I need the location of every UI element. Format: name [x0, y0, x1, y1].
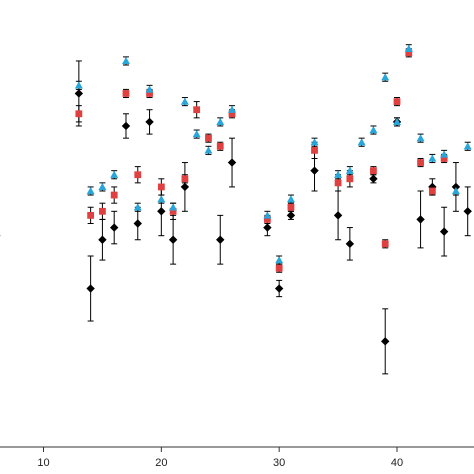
data-point-square — [275, 264, 283, 272]
data-point-triangle — [192, 130, 201, 138]
data-point-square — [228, 110, 236, 118]
data-point-diamond — [74, 89, 84, 98]
data-point-square — [205, 134, 212, 142]
data-point-diamond — [333, 211, 343, 220]
data-point-square — [393, 98, 401, 105]
data-point-diamond — [381, 337, 390, 346]
data-point-triangle — [334, 170, 343, 178]
data-point-diamond — [133, 219, 142, 228]
x-tick-label: 40 — [391, 457, 403, 469]
data-point-triangle — [275, 256, 284, 264]
data-point-square — [99, 207, 106, 215]
data-point-triangle — [381, 73, 390, 81]
data-point-square — [110, 191, 118, 199]
data-point-triangle — [440, 150, 449, 158]
data-point-square — [134, 171, 142, 179]
data-point-diamond — [310, 166, 319, 175]
data-point-triangle — [345, 166, 354, 174]
data-point-triangle — [357, 138, 366, 146]
data-point-square — [311, 146, 318, 154]
data-point-triangle — [404, 44, 413, 52]
data-point-triangle — [369, 126, 378, 134]
data-point-triangle — [428, 154, 437, 162]
data-point-square — [216, 142, 224, 150]
data-point-square — [193, 106, 201, 114]
data-point-triangle — [393, 117, 401, 126]
data-point-triangle — [451, 186, 460, 195]
data-point-square — [440, 155, 448, 162]
data-point-triangle — [145, 85, 154, 93]
data-point-diamond — [439, 227, 449, 236]
error-bars-layer — [75, 44, 471, 375]
data-point-diamond — [345, 239, 355, 249]
data-point-triangle — [157, 195, 166, 203]
data-point-square — [169, 207, 177, 215]
data-point-square — [417, 159, 424, 166]
data-point-diamond — [416, 215, 425, 224]
data-point-square — [87, 211, 95, 219]
data-point-square — [334, 179, 342, 187]
data-point-diamond — [86, 284, 95, 293]
data-point-triangle — [169, 203, 178, 211]
markers-layer — [0, 44, 472, 346]
data-point-diamond — [369, 174, 378, 183]
data-point-diamond — [180, 182, 190, 192]
data-point-square — [405, 49, 413, 57]
data-point-triangle — [74, 81, 83, 89]
data-point-diamond — [451, 182, 461, 192]
data-point-square — [287, 203, 295, 211]
data-point-diamond — [110, 223, 119, 232]
x-tick-label: 30 — [273, 457, 285, 469]
data-point-square — [346, 175, 354, 183]
data-point-triangle — [180, 97, 189, 105]
x-tick-label: 20 — [155, 457, 167, 469]
data-point-diamond — [227, 158, 237, 167]
data-point-square — [428, 187, 436, 195]
data-point-square — [146, 90, 153, 97]
data-point-square — [122, 90, 130, 97]
data-point-triangle — [204, 146, 213, 154]
data-point-triangle — [98, 182, 107, 191]
data-point-diamond — [157, 207, 166, 216]
data-point-square — [381, 240, 389, 248]
data-point-triangle — [416, 134, 425, 142]
data-point-diamond — [463, 207, 472, 216]
x-tick-label: 10 — [37, 457, 49, 469]
data-point-triangle — [228, 105, 237, 113]
data-point-diamond — [286, 211, 296, 220]
data-point-square — [157, 183, 165, 191]
data-point-diamond — [274, 284, 284, 293]
data-point-diamond — [145, 117, 154, 127]
data-point-triangle — [133, 203, 142, 211]
data-point-square — [263, 216, 271, 223]
data-point-square — [75, 110, 83, 118]
data-point-triangle — [86, 186, 95, 195]
x-axis: 10 20 30 40 — [0, 446, 474, 469]
data-point-square — [370, 167, 377, 175]
data-point-square — [181, 175, 189, 183]
data-point-diamond — [263, 223, 272, 232]
data-point-diamond — [98, 235, 107, 244]
data-point-diamond — [121, 121, 131, 131]
data-point-triangle — [121, 56, 130, 65]
data-point-triangle — [286, 195, 295, 203]
data-point-diamond — [216, 235, 225, 244]
data-point-triangle — [463, 142, 472, 150]
data-point-triangle — [110, 170, 119, 178]
data-point-diamond — [168, 235, 178, 244]
data-point-triangle — [216, 117, 225, 126]
data-point-triangle — [310, 138, 319, 146]
data-point-triangle — [263, 211, 272, 219]
data-point-diamond — [0, 235, 1, 237]
